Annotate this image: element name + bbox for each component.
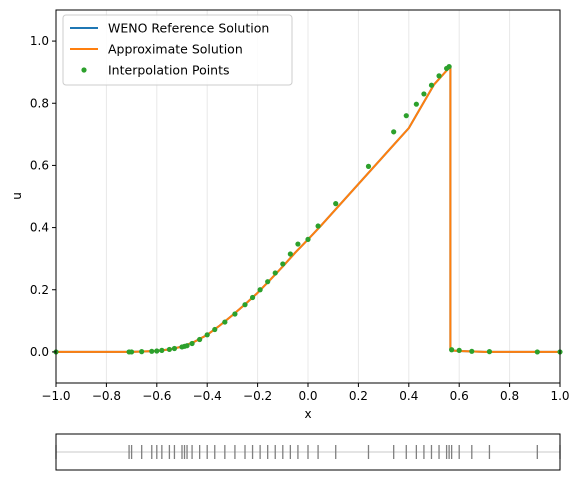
x-tick-label: −0.6 (142, 389, 171, 403)
interpolation-point (486, 349, 493, 355)
y-axis-label: u (10, 192, 24, 200)
interpolation-point (212, 326, 218, 333)
x-tick-label: 0.0 (298, 389, 317, 403)
interpolation-point (149, 348, 155, 354)
y-axis-ticks: 0.0 0.2 0.4 0.6 0.8 1.0 (30, 34, 56, 359)
interpolation-point (391, 129, 397, 135)
interpolation-point (129, 349, 135, 355)
x-axis-label: x (304, 407, 311, 421)
interpolation-point (171, 345, 178, 352)
interpolation-point (249, 294, 256, 301)
series-layer (53, 63, 563, 355)
interpolation-point (154, 348, 160, 354)
y-tick-label: 0.2 (30, 283, 49, 297)
interpolation-point (413, 101, 419, 107)
interpolation-point (449, 347, 455, 353)
interpolation-point (166, 346, 172, 353)
interpolation-point (242, 302, 248, 308)
interpolation-point (428, 82, 435, 88)
interpolation-point (436, 73, 442, 79)
interpolation-point (222, 319, 228, 325)
interpolation-point (333, 201, 339, 207)
interpolation-point (534, 349, 540, 355)
legend-swatch-points (81, 67, 87, 73)
y-tick-label: 0.8 (30, 96, 49, 110)
x-axis-ticks: −1.0 −0.8 −0.6 −0.4 −0.2 0.0 0.2 0.4 0.6 0.8 1.0 (41, 383, 570, 403)
y-tick-label: 0.4 (30, 221, 49, 235)
x-tick-label: 0.2 (349, 389, 368, 403)
interpolation-point (189, 340, 195, 347)
interpolation-point (305, 236, 311, 242)
interpolation-point (139, 349, 145, 355)
interpolation-point (272, 270, 278, 276)
interpolation-point (446, 63, 452, 70)
x-tick-label: 0.4 (399, 389, 418, 403)
interpolation-point (232, 311, 238, 317)
node-distribution-strip (55, 433, 561, 471)
interpolation-point (204, 332, 210, 338)
interpolation-point (280, 261, 286, 267)
interpolation-point (403, 113, 409, 119)
y-tick-label: 0.6 (30, 158, 49, 172)
interpolation-point (421, 91, 427, 97)
legend-label-points: Interpolation Points (108, 63, 230, 78)
x-tick-label: −1.0 (41, 389, 70, 403)
interpolation-point (184, 343, 190, 349)
main-plot: −1.0 −0.8 −0.6 −0.4 −0.2 0.0 0.2 0.4 0.6 0.8 1.0 0… (10, 9, 570, 421)
legend: WENO Reference Solution Approximate Solu… (62, 14, 293, 86)
strip-plot-frame (55, 433, 561, 471)
x-tick-label: 1.0 (550, 389, 569, 403)
interpolation-point (265, 279, 271, 285)
strip-marks (55, 445, 561, 459)
legend-label-reference: WENO Reference Solution (108, 21, 269, 36)
x-tick-label: 0.8 (500, 389, 519, 403)
x-tick-label: −0.2 (243, 389, 272, 403)
x-tick-label: −0.4 (193, 389, 222, 403)
interpolation-point (469, 348, 475, 354)
x-tick-label: 0.6 (450, 389, 469, 403)
interpolation-point (257, 287, 263, 293)
interpolation-point (287, 251, 293, 257)
y-tick-label: 0.0 (30, 345, 49, 359)
x-tick-label: −0.8 (92, 389, 121, 403)
interpolation-point (365, 163, 372, 169)
legend-box (62, 14, 293, 86)
interpolation-point (295, 241, 301, 247)
interpolation-point (456, 347, 462, 353)
legend-label-approx: Approximate Solution (108, 42, 243, 57)
y-tick-label: 1.0 (30, 34, 49, 48)
interpolation-point (159, 347, 165, 353)
interpolation-point (197, 336, 203, 343)
interpolation-point (315, 223, 321, 229)
